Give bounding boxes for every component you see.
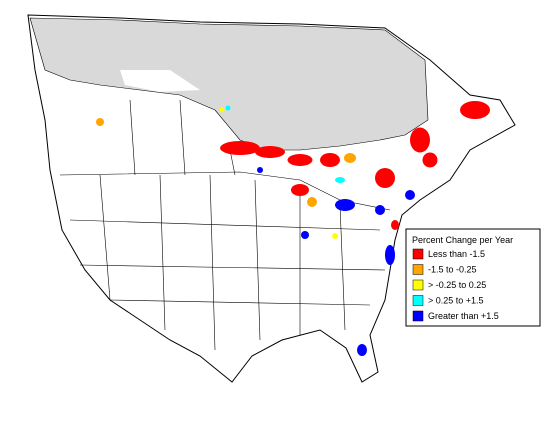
trend-patch [344,153,356,163]
legend-box [405,228,541,327]
trend-patch [410,127,430,153]
trend-patch [375,168,395,188]
legend: Percent Change per Year Less than -1.5 -1… [405,228,541,327]
trend-patch [287,154,313,166]
trend-patch [96,118,104,126]
trend-patch [220,141,260,155]
trend-patch [391,220,399,230]
trend-patch [460,101,490,119]
trend-patch [225,105,231,111]
trend-patch [405,190,415,200]
trend-patch [332,233,338,239]
legend-swatch [412,279,424,291]
legend-label: > -0.25 to 0.25 [428,280,486,290]
trend-patch [335,199,355,211]
trend-patch [385,245,395,265]
trend-patch [375,205,385,215]
legend-label: -1.5 to -0.25 [428,265,477,275]
boundaries [59,99,391,351]
legend-items: Less than -1.5 -1.5 to -0.25 > -0.25 to 0.… [412,248,499,322]
legend-label: > 0.25 to +1.5 [428,296,484,306]
trend-patch [291,184,309,196]
trend-patch [255,146,285,158]
legend-label: Less than -1.5 [428,249,485,259]
trend-patch [307,197,317,207]
trend-patch [422,152,438,168]
trend-patch [335,177,345,183]
no-data-island [120,70,200,92]
legend-swatch [412,310,424,322]
trend-patch [320,153,340,167]
legend-swatch [412,248,424,260]
legend-title: Percent Change per Year [412,235,513,245]
legend-label: Greater than +1.5 [428,311,499,321]
trend-patch [219,107,225,113]
legend-swatch [412,295,424,306]
trend-patch [357,344,367,356]
legend-swatch [412,264,424,275]
trend-patches [96,101,490,356]
trend-patch [257,167,263,173]
trend-patch [301,231,309,239]
no-data-region [29,17,429,151]
